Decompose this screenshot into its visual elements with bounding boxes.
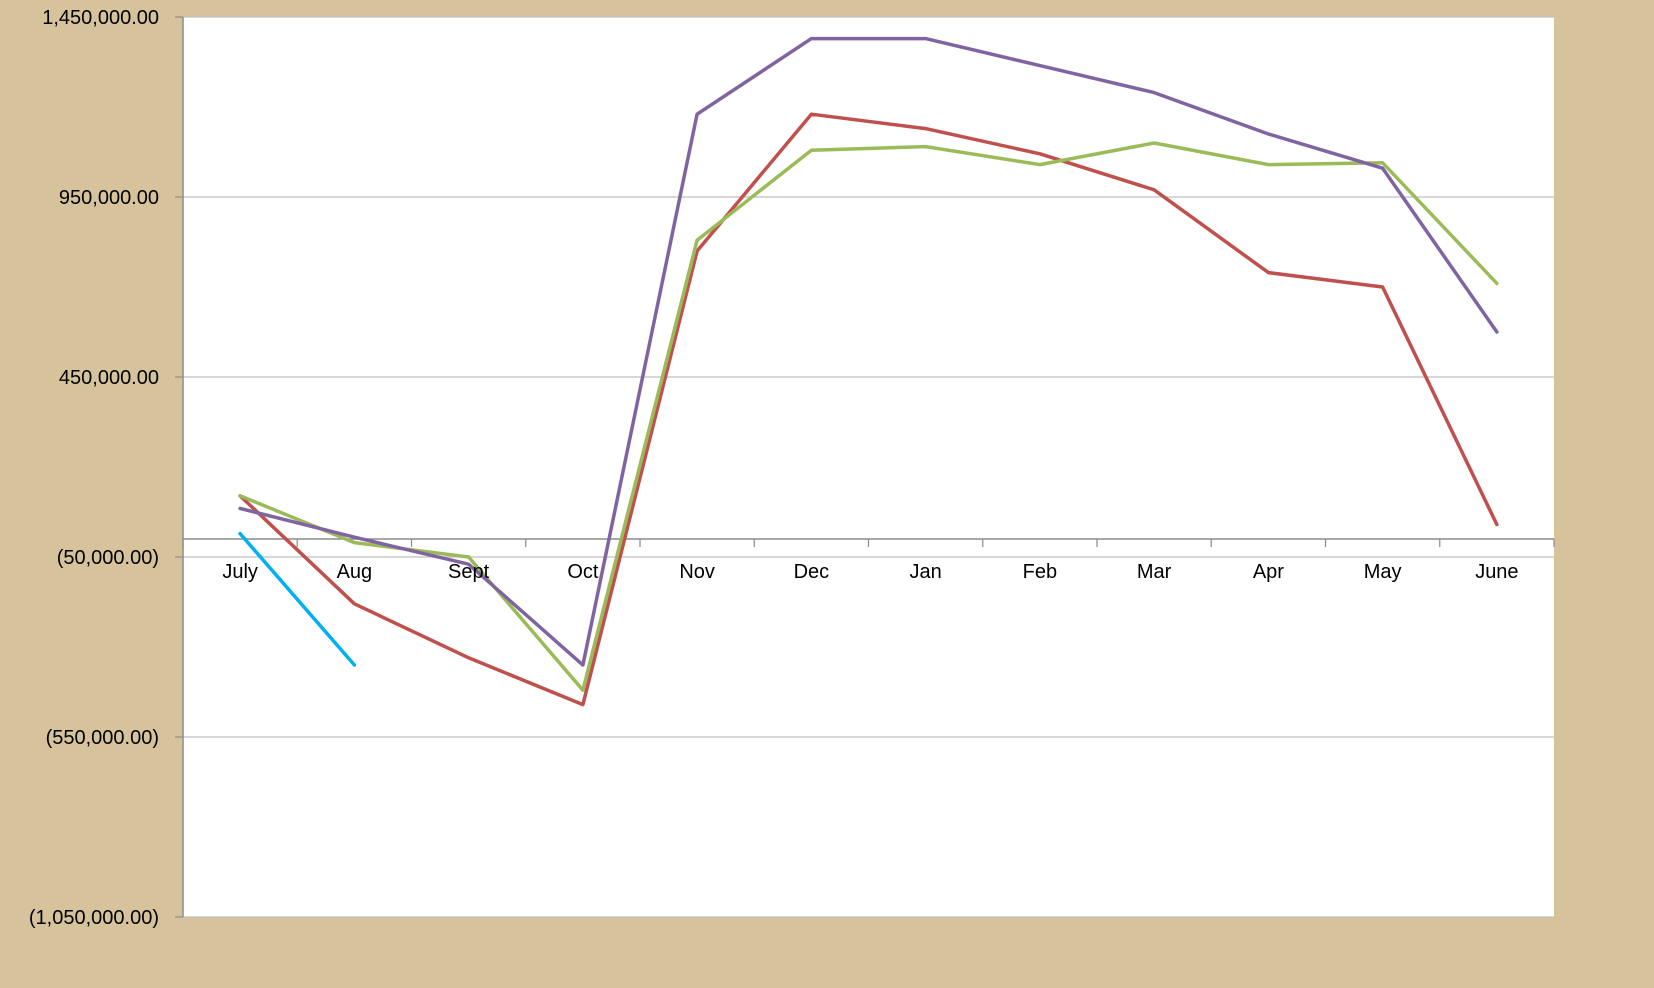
x-tick-label: Apr [1253,561,1284,583]
x-axis [182,538,1555,547]
x-tick-label: May [1364,561,1402,583]
x-tick-label: Nov [679,561,715,583]
y-tick-label: (50,000.00) [57,547,159,569]
x-tick-label: Feb [1023,561,1057,583]
y-tick-label: (1,050,000.00) [29,907,159,929]
x-tick-label: July [222,561,258,583]
y-tick-label: 450,000.00 [59,367,159,389]
x-tick-label: Mar [1137,561,1172,583]
plot-area [183,17,1554,917]
y-tick-label: 1,450,000.00 [42,7,159,29]
x-tick-label: Jan [910,561,942,583]
x-tick-label: Oct [567,561,599,583]
y-tick-label: 950,000.00 [59,187,159,209]
y-tick-label: (550,000.00) [46,727,159,749]
x-tick-label: Sept [448,561,490,583]
series-line-4 [238,531,357,667]
series-line-3 [238,36,1499,667]
series-line-2 [238,141,1499,692]
series-line-1 [238,112,1499,707]
series-lines [238,36,1499,707]
gridlines [175,16,1554,918]
x-tick-label: Dec [794,561,830,583]
x-axis-tick-labels: July Aug Sept Oct Nov Dec Jan Feb Mar Apr May June [222,561,1518,583]
x-tick-label: June [1475,561,1518,583]
y-axis-tick-labels: 1,450,000.00 950,000.00 450,000.00 (50,000.… [29,7,159,929]
x-tick-label: Aug [337,561,373,583]
